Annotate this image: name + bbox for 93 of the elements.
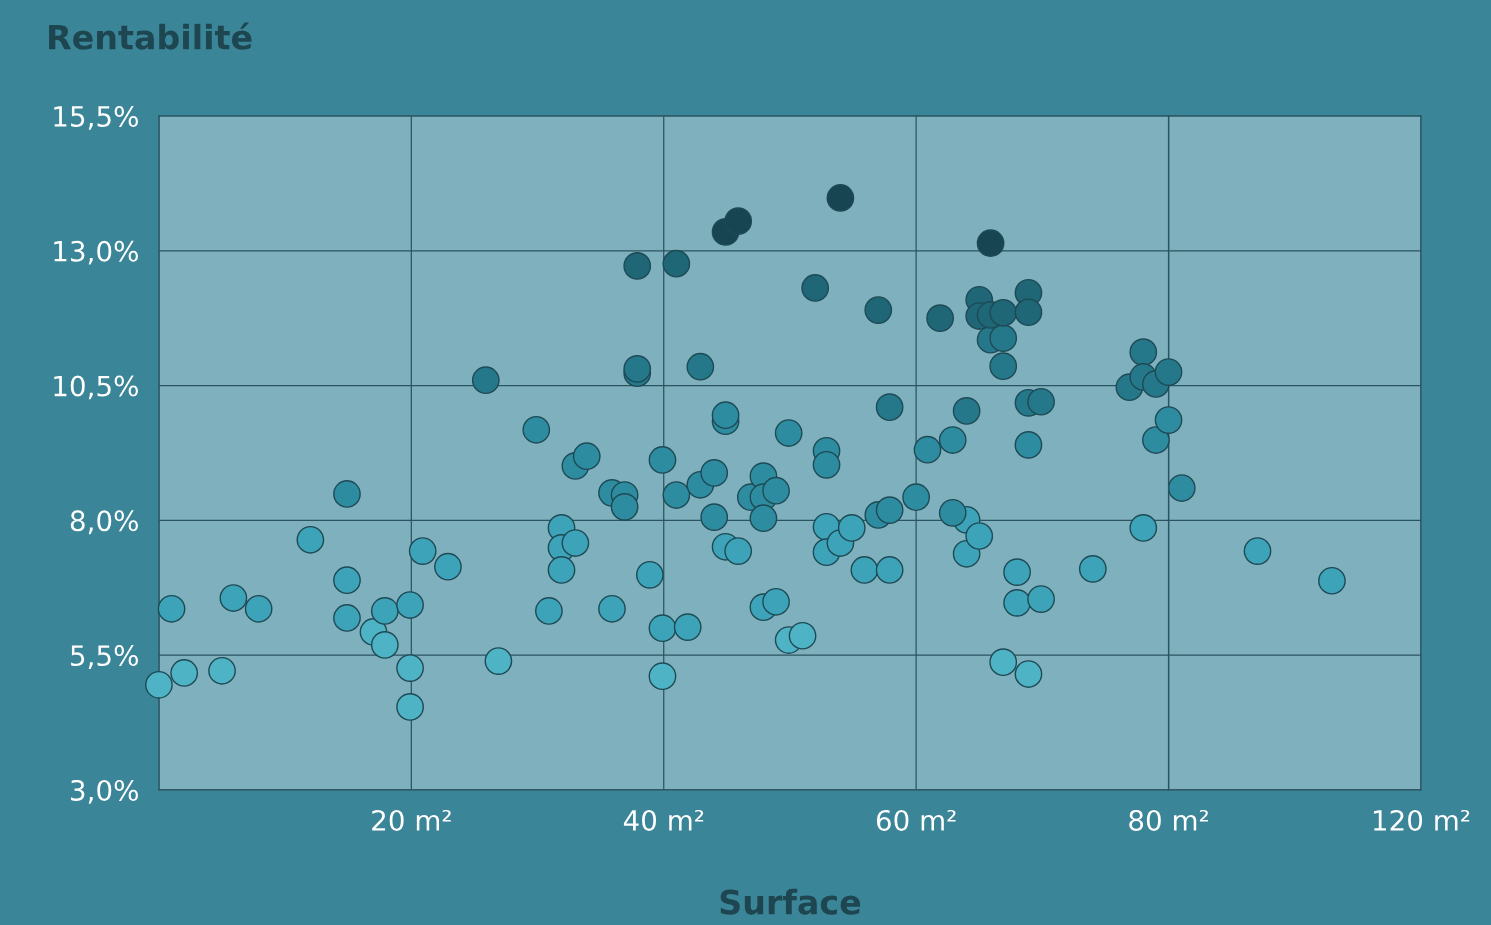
point	[1129, 338, 1158, 367]
x-tick-label: 120 m²	[1373, 809, 1470, 831]
point	[1014, 298, 1043, 327]
point	[648, 662, 677, 691]
point	[662, 481, 691, 509]
point	[762, 587, 790, 616]
point	[724, 537, 753, 565]
y-tick-label: 10,5%	[54, 375, 138, 400]
point	[623, 252, 652, 280]
point	[1003, 558, 1031, 586]
point	[989, 324, 1018, 353]
point	[408, 537, 437, 565]
x-tick-label: 20 m²	[372, 809, 451, 831]
point	[561, 529, 590, 557]
point	[850, 556, 879, 584]
point	[926, 304, 954, 333]
point	[989, 298, 1018, 327]
point	[700, 503, 729, 532]
point	[826, 184, 855, 212]
point	[434, 552, 462, 581]
point	[648, 446, 677, 474]
point	[1154, 406, 1183, 434]
point	[774, 419, 803, 447]
point	[547, 556, 576, 584]
point	[965, 522, 994, 550]
point	[875, 496, 904, 524]
point	[396, 591, 424, 619]
point	[396, 693, 424, 721]
point	[1078, 555, 1107, 583]
point	[170, 659, 199, 687]
point	[724, 207, 753, 236]
point	[370, 631, 399, 659]
point	[333, 604, 361, 632]
point	[1014, 660, 1043, 688]
point	[598, 594, 626, 623]
point	[837, 514, 866, 542]
y-tick-label: 5,5%	[71, 645, 138, 669]
chart-title: Rentabilité	[49, 22, 252, 50]
point	[1003, 588, 1031, 617]
point	[762, 476, 790, 505]
point	[1027, 387, 1055, 416]
point	[623, 354, 652, 383]
point	[572, 442, 601, 471]
point	[370, 597, 399, 625]
point	[535, 597, 563, 625]
point	[749, 504, 778, 533]
point	[296, 525, 325, 554]
y-tick-label: 15,5%	[54, 105, 138, 130]
point	[333, 566, 361, 595]
point	[662, 249, 691, 278]
y-tick-label: 13,0%	[54, 240, 138, 265]
point	[989, 648, 1018, 677]
point	[1154, 358, 1183, 386]
point	[864, 296, 893, 324]
point	[875, 556, 904, 584]
point	[635, 560, 664, 589]
point	[1129, 514, 1158, 542]
point	[648, 614, 677, 643]
point	[396, 654, 424, 682]
point	[333, 480, 361, 508]
point	[700, 459, 729, 487]
point	[1014, 431, 1043, 459]
point	[788, 621, 817, 650]
x-axis-title: Surface	[720, 888, 861, 915]
point	[244, 594, 273, 623]
point	[484, 647, 513, 675]
x-tick-label: 80 m²	[1129, 809, 1208, 831]
point	[812, 450, 841, 479]
point	[219, 584, 248, 612]
point	[976, 229, 1005, 258]
point	[801, 274, 830, 302]
point	[989, 352, 1018, 381]
point	[610, 493, 639, 521]
point	[1027, 585, 1055, 613]
point	[471, 366, 500, 395]
point	[938, 426, 967, 454]
point	[913, 435, 942, 464]
x-tick-label: 60 m²	[876, 809, 956, 831]
point	[522, 415, 551, 444]
point	[938, 498, 967, 527]
point	[157, 594, 186, 623]
point	[1142, 426, 1170, 454]
point	[711, 401, 740, 430]
point	[952, 397, 981, 425]
point	[673, 613, 702, 641]
point	[208, 656, 236, 685]
y-tick-label: 8,0%	[70, 510, 138, 535]
point	[145, 670, 173, 699]
point	[686, 352, 715, 381]
y-tick-label: 3,0%	[71, 779, 138, 804]
point	[875, 393, 904, 422]
point	[902, 483, 931, 512]
x-tick-label: 40 m²	[623, 809, 704, 831]
